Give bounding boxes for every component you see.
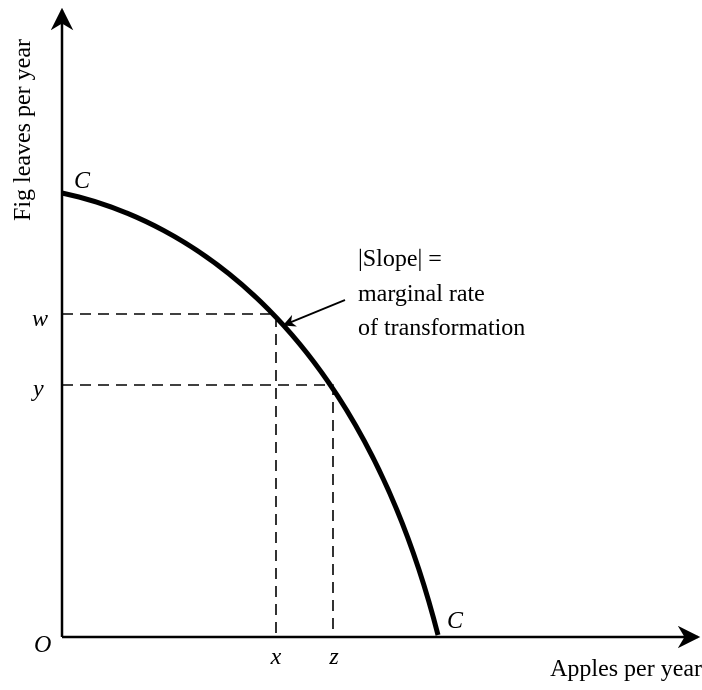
x-marker: z bbox=[328, 644, 339, 670]
dashed-guide-w-x bbox=[62, 313, 277, 637]
origin-label: O bbox=[34, 632, 51, 658]
x-axis-label: Apples per year bbox=[550, 656, 702, 682]
curve-label: C bbox=[447, 608, 464, 634]
annotation-line: of transformation bbox=[358, 315, 525, 341]
transformation-curve bbox=[61, 190, 441, 636]
annotation-arrow bbox=[282, 299, 346, 327]
dashed-guide-y-z bbox=[62, 384, 334, 637]
y-marker: w bbox=[32, 306, 48, 332]
annotation-line: |Slope| = bbox=[358, 246, 442, 272]
y-axis-label: Fig leaves per year bbox=[10, 39, 36, 221]
x-marker: x bbox=[270, 644, 282, 670]
curve-label: C bbox=[74, 168, 91, 194]
y-marker: y bbox=[31, 376, 44, 402]
annotation-line: marginal rate bbox=[358, 281, 485, 307]
